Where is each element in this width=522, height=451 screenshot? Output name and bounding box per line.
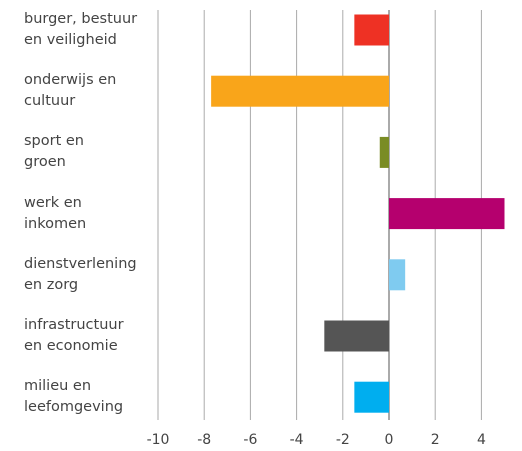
x-tick-label: -6 xyxy=(243,432,257,448)
category-label: burger, bestuur en veiligheid xyxy=(24,11,138,48)
x-tick-label: 0 xyxy=(385,432,394,448)
bar xyxy=(389,259,406,291)
bar xyxy=(354,381,389,413)
bar xyxy=(324,320,389,352)
x-tick-label: -4 xyxy=(290,432,304,448)
category-label: onderwijs en cultuur xyxy=(24,72,117,110)
x-tick-label: 4 xyxy=(477,432,486,448)
category-label: infrastructuur en economie xyxy=(24,317,124,354)
bar xyxy=(389,198,505,230)
x-tick-label: -10 xyxy=(147,432,170,448)
bar xyxy=(211,75,389,107)
x-tick-label: 2 xyxy=(431,432,440,448)
category-label: sport en groen xyxy=(24,133,84,171)
bar xyxy=(379,136,389,168)
category-label: werk en inkomen xyxy=(24,194,87,232)
category-label: dienstverlening en zorg xyxy=(24,255,137,293)
bar xyxy=(354,14,389,46)
x-tick-label: -2 xyxy=(336,432,350,448)
category-label: milieu en leefomgeving xyxy=(24,378,124,416)
x-tick-label: -8 xyxy=(197,432,211,448)
